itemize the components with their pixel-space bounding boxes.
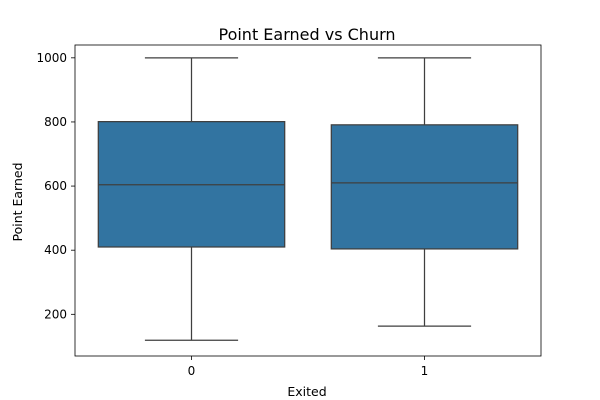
- y-tick-label: 800: [44, 115, 67, 129]
- plot-frame: [74, 44, 542, 357]
- chart-title: Point Earned vs Churn: [218, 25, 395, 44]
- y-tick-label: 1000: [36, 51, 67, 65]
- box-iqr: [330, 124, 519, 250]
- x-tick-label: 1: [421, 364, 429, 378]
- y-tick-label: 200: [44, 307, 67, 321]
- x-axis-label: Exited: [287, 384, 326, 399]
- x-tick-label: 0: [188, 364, 196, 378]
- y-tick-label: 600: [44, 179, 67, 193]
- y-axis-label: Point Earned: [10, 162, 25, 241]
- y-tick-label: 400: [44, 243, 67, 257]
- plot-area: 0 1 200 400 600 800 1000: [36, 44, 542, 378]
